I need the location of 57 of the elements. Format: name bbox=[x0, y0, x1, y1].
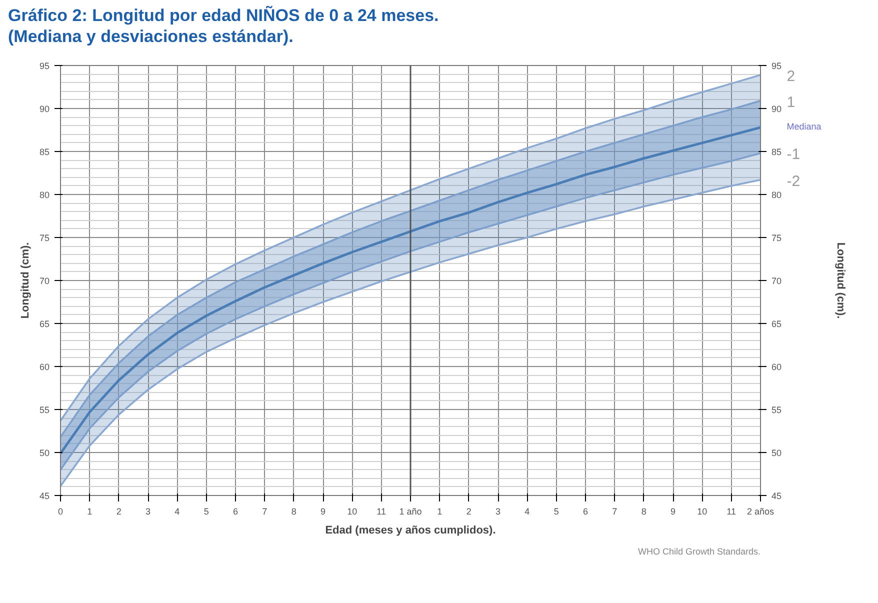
x-tick-label: 3 bbox=[145, 506, 151, 516]
x-tick-label: 4 bbox=[524, 506, 530, 516]
x-tick-label: 10 bbox=[697, 506, 708, 516]
series-label: -2 bbox=[786, 172, 800, 190]
text: Mediana bbox=[786, 120, 822, 131]
x-tick-label: 8 bbox=[641, 506, 646, 516]
y-tick-label: 50 bbox=[39, 448, 50, 458]
series-label: 2 bbox=[786, 67, 796, 84]
x-tick-label: 7 bbox=[262, 506, 268, 516]
x-tick-label: 6 bbox=[582, 506, 588, 516]
x-axis-title: Edad (meses y años cumplidos). bbox=[325, 524, 496, 536]
y2-tick-label: 90 bbox=[772, 104, 782, 114]
y-tick-label: 95 bbox=[39, 60, 50, 70]
y-tick-label: 90 bbox=[39, 104, 50, 114]
x-tick-label: 1 año bbox=[399, 506, 422, 516]
y-tick-label: 45 bbox=[39, 490, 50, 500]
x-tick-label: 5 bbox=[204, 506, 209, 516]
x-tick-label: 4 bbox=[174, 506, 180, 516]
x-tick-label: 5 bbox=[554, 506, 559, 516]
x-tick-label: 9 bbox=[320, 506, 326, 516]
y2-tick-label: 70 bbox=[772, 276, 782, 286]
y2-tick-label: 65 bbox=[772, 318, 782, 328]
x-tick-label: 0 bbox=[58, 506, 64, 516]
x-tick-label: 7 bbox=[612, 506, 618, 516]
x-tick-label: 11 bbox=[376, 506, 386, 516]
series-label: 1 bbox=[786, 93, 796, 110]
x-tick-label: 2 bbox=[466, 506, 472, 516]
text: WHO Child Growth Standards. bbox=[638, 546, 761, 556]
y-tick-label: 55 bbox=[39, 404, 50, 414]
y2-tick-label: 80 bbox=[772, 190, 782, 200]
x-tick-label: 11 bbox=[726, 506, 736, 516]
y2-tick-label: 60 bbox=[772, 362, 782, 372]
x-tick-label: 2 años bbox=[746, 506, 775, 516]
y2-tick-label: 75 bbox=[772, 232, 782, 242]
y-tick-label: 60 bbox=[39, 362, 50, 372]
y2-tick-label: 50 bbox=[772, 448, 782, 458]
y2-tick-label: 55 bbox=[772, 404, 782, 414]
y-tick-label: 85 bbox=[39, 146, 50, 156]
x-tick-label: 1 bbox=[87, 506, 92, 516]
x-tick-label: 10 bbox=[347, 506, 358, 516]
x-tick-label: 8 bbox=[291, 506, 296, 516]
y2-tick-label: 45 bbox=[772, 490, 782, 500]
chart-title: Gráfico 2: Longitud por edad NIÑOS de 0 a 24 meses. (Mediana y desviaciones estándar). bbox=[8, 5, 439, 48]
x-tick-label: 6 bbox=[232, 506, 238, 516]
y2-axis-title: Longitud (cm). bbox=[834, 242, 846, 318]
y-tick-label: 75 bbox=[39, 232, 50, 242]
x-tick-label: 2 bbox=[116, 506, 122, 516]
y2-tick-label: 85 bbox=[772, 146, 782, 156]
y-axis-title: Longitud (cm). bbox=[19, 242, 32, 318]
series-label: -1 bbox=[786, 146, 800, 163]
y-tick-label: 80 bbox=[39, 190, 50, 200]
x-tick-label: 9 bbox=[670, 506, 676, 516]
x-tick-label: 1 bbox=[437, 506, 442, 516]
y-tick-label: 65 bbox=[39, 318, 50, 328]
y-tick-label: 70 bbox=[39, 276, 50, 286]
y2-tick-label: 95 bbox=[772, 60, 782, 70]
x-tick-label: 3 bbox=[495, 506, 501, 516]
